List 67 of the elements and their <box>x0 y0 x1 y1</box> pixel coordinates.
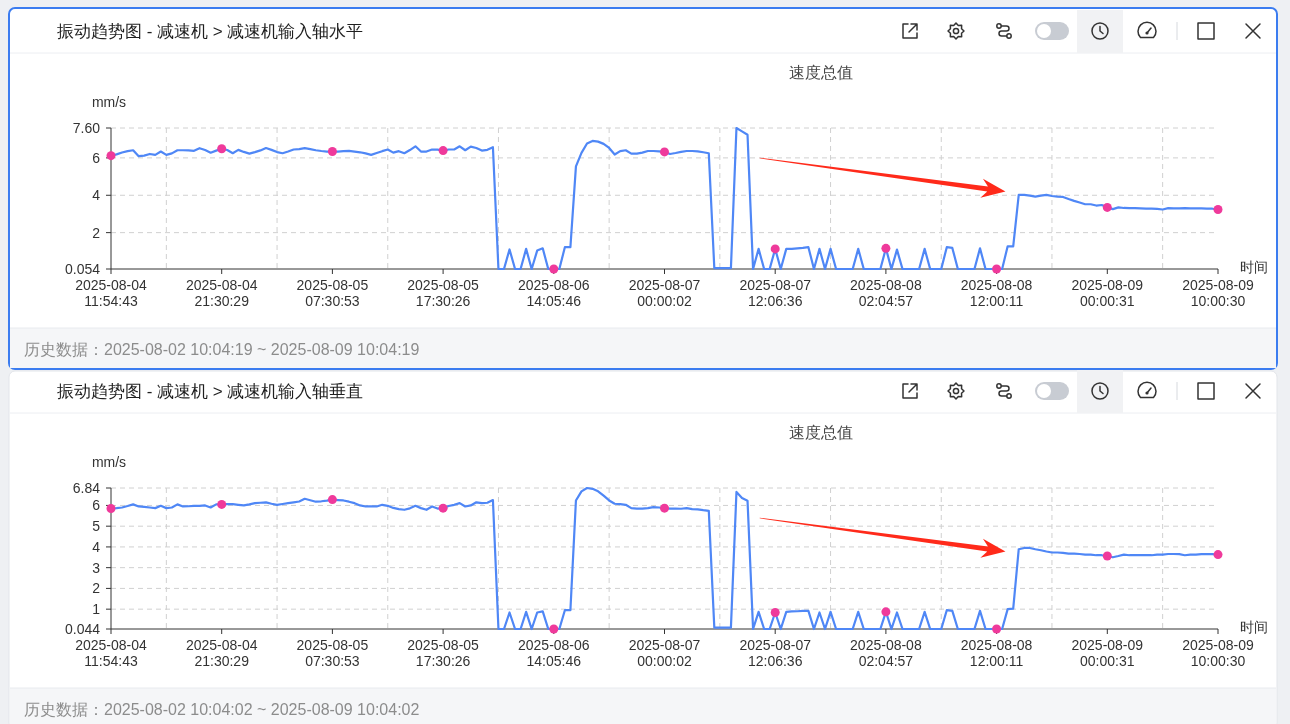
point <box>438 146 448 156</box>
point <box>217 499 227 509</box>
point <box>660 503 669 513</box>
x-tick-label: 2025-08-07 00:00:02 <box>628 277 701 309</box>
x-axis-title: 时间 <box>1240 619 1268 635</box>
x-tick-label: 2025-08-07 12:06:36 <box>739 277 812 309</box>
point <box>770 607 780 617</box>
chart-subtitle: 速度总值 <box>789 423 853 441</box>
point <box>549 624 559 634</box>
point <box>1102 202 1112 212</box>
y-tick-label: 2 <box>92 224 101 241</box>
x-tick-label: 2025-08-04 11:54:43 <box>75 637 148 669</box>
x-tick-label: 2025-08-04 21:30:29 <box>185 637 258 669</box>
point <box>438 503 448 513</box>
point <box>660 147 669 157</box>
x-tick-label: 2025-08-05 07:30:53 <box>296 277 369 309</box>
x-tick-label: 2025-08-09 10:00:30 <box>1182 277 1255 309</box>
text: 历史数据：2025-08-02 10:04:19 ~ 2025-08-09 10:04:19 <box>24 340 420 358</box>
chart-subtitle: 速度总值 <box>789 63 853 81</box>
y-tick-label: 1 <box>92 601 101 618</box>
y-tick-label: 6.84 <box>72 480 101 496</box>
y-tick-label: 5 <box>92 518 101 535</box>
point <box>327 495 337 505</box>
x-tick-label: 2025-08-05 17:30:26 <box>407 637 480 669</box>
point <box>106 504 116 514</box>
point <box>992 264 1002 274</box>
x-tick-label: 2025-08-09 00:00:31 <box>1071 277 1144 309</box>
y-tick-label: 3 <box>92 559 101 576</box>
chart-title: 振动趋势图 - 减速机 > 减速机输入轴垂直 <box>57 381 364 401</box>
point <box>992 624 1002 634</box>
chart-title: 振动趋势图 - 减速机 > 减速机输入轴水平 <box>57 21 364 41</box>
y-tick-label: 0.044 <box>64 621 101 637</box>
x-tick-label: 2025-08-06 14:05:46 <box>517 637 590 669</box>
x-tick-label: 2025-08-08 12:00:11 <box>960 277 1033 309</box>
y-axis-title: mm/s <box>91 454 127 470</box>
y-tick-label: 4 <box>92 187 101 204</box>
x-tick-label: 2025-08-09 10:00:30 <box>1182 637 1255 669</box>
x-tick-label: 2025-08-09 00:00:31 <box>1071 637 1144 669</box>
point <box>327 147 337 157</box>
x-tick-label: 2025-08-04 21:30:29 <box>185 277 258 309</box>
y-tick-label: 2 <box>92 580 101 597</box>
point <box>1102 551 1112 561</box>
point <box>106 151 116 161</box>
x-tick-label: 2025-08-07 12:06:36 <box>739 637 812 669</box>
point <box>770 244 780 254</box>
y-tick-label: 4 <box>92 538 101 555</box>
text: 历史数据：2025-08-02 10:04:02 ~ 2025-08-09 10:04:02 <box>24 700 420 718</box>
point <box>1213 550 1223 560</box>
x-tick-label: 2025-08-08 12:00:11 <box>960 637 1033 669</box>
point <box>217 144 227 154</box>
point <box>549 264 559 274</box>
x-tick-label: 2025-08-04 11:54:43 <box>75 277 148 309</box>
point <box>881 607 891 617</box>
y-axis-title: mm/s <box>91 94 127 110</box>
x-tick-label: 2025-08-05 17:30:26 <box>407 277 480 309</box>
x-tick-label: 2025-08-06 14:05:46 <box>517 277 590 309</box>
y-tick-label: 6 <box>92 149 101 166</box>
y-tick-label: 0.054 <box>64 261 101 277</box>
point <box>1213 204 1223 214</box>
x-tick-label: 2025-08-08 02:04:57 <box>850 277 922 309</box>
x-tick-label: 2025-08-05 07:30:53 <box>296 637 369 669</box>
x-tick-label: 2025-08-07 00:00:02 <box>628 637 701 669</box>
y-tick-label: 6 <box>92 497 101 514</box>
point <box>881 243 891 253</box>
y-tick-label: 7.60 <box>72 120 101 136</box>
x-axis-title: 时间 <box>1240 259 1268 275</box>
x-tick-label: 2025-08-08 02:04:57 <box>850 637 922 669</box>
